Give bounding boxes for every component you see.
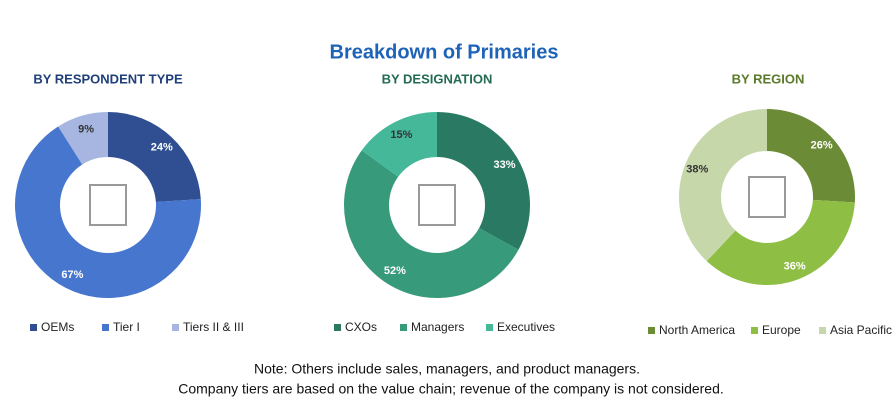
data-label: 52% [384,265,406,277]
icon-circle [393,161,481,249]
icon-circle [725,155,809,239]
legend-swatch [102,324,109,331]
note: Company tiers are based on the value cha… [178,381,724,397]
legend-swatch [486,324,493,331]
data-label: 38% [686,163,708,175]
legend-swatch [819,327,826,334]
legend-label: Managers [411,320,464,334]
chart-subtitle: BY REGION [732,71,805,86]
legend-swatch [334,324,341,331]
icon-circle [64,161,152,249]
legend-label: OEMs [41,320,74,334]
donut-slice [767,109,855,203]
legend-label: CXOs [345,320,377,334]
legend-swatch [751,327,758,334]
chart-title: Breakdown of Primaries [330,41,559,63]
legend-swatch [400,324,407,331]
legend-swatch [172,324,179,331]
legend-swatch [30,324,37,331]
chart-subtitle: BY DESIGNATION [382,71,493,86]
donut-slice [108,112,201,202]
data-label: 67% [61,269,83,281]
data-label: 36% [784,261,806,273]
data-label: 15% [390,129,412,141]
legend-label: Europe [762,323,801,337]
legend-swatch [648,327,655,334]
donut-slice [58,112,108,165]
chart-subtitle: BY RESPONDENT TYPE [33,71,183,86]
legend-label: Asia Pacific [830,323,892,337]
donut-slice [437,112,530,250]
note: Note: Others include sales, managers, an… [254,361,640,377]
legend-label: Tier I [113,320,140,334]
legend-label: North America [659,323,735,337]
donut-slice [679,109,767,262]
data-label: 24% [151,142,173,154]
legend-label: Tiers II & III [183,320,244,334]
donut-slice [706,199,855,286]
donut-slice [361,112,437,177]
data-label: 26% [811,140,833,152]
icon [89,184,127,226]
legend-label: Executives [497,320,555,334]
data-label: 9% [78,124,94,136]
icon [418,184,456,226]
data-label: 33% [494,159,516,171]
donut-slice [14,126,201,298]
donut-slice [344,150,519,298]
icon [748,176,786,218]
